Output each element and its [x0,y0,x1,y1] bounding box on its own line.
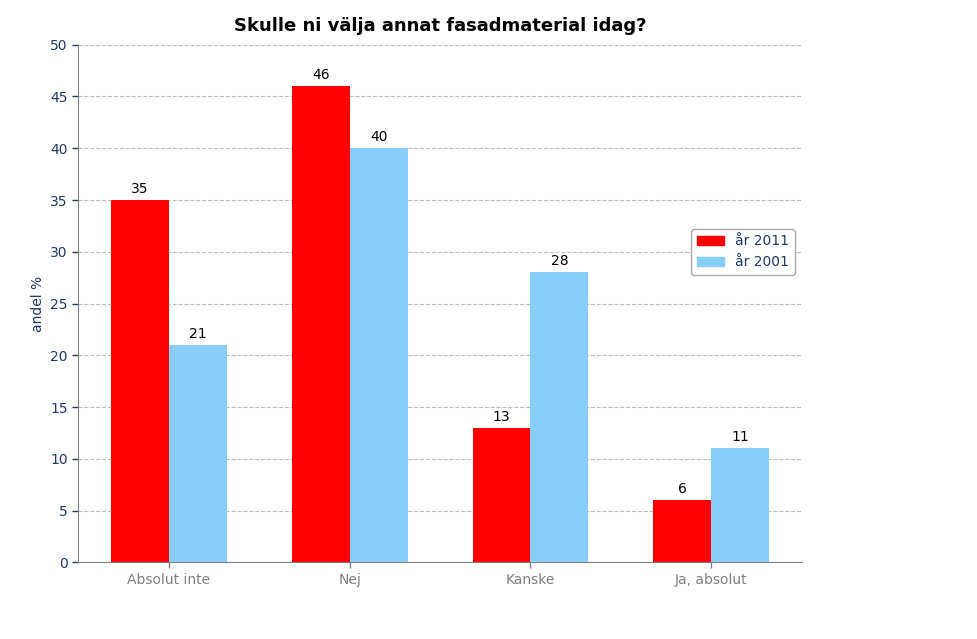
Text: 46: 46 [312,68,329,82]
Bar [111,200,169,562]
Bar [169,345,227,562]
Title: Skulle ni välja annat fasadmaterial idag?: Skulle ni välja annat fasadmaterial idag… [234,17,646,35]
Text: 13: 13 [492,410,510,424]
Bar [472,427,530,562]
Text: 11: 11 [731,430,748,444]
Bar [530,272,588,562]
Text: 28: 28 [550,254,568,268]
Text: 21: 21 [189,327,206,341]
Text: 40: 40 [369,130,387,144]
Text: 35: 35 [131,182,149,196]
Text: 6: 6 [677,482,686,496]
Legend: år 2011, år 2001: år 2011, år 2001 [691,229,794,275]
Y-axis label: andel %: andel % [30,275,45,332]
Bar [710,449,768,562]
Bar [653,500,710,562]
Bar [291,86,350,562]
Bar [350,148,407,562]
